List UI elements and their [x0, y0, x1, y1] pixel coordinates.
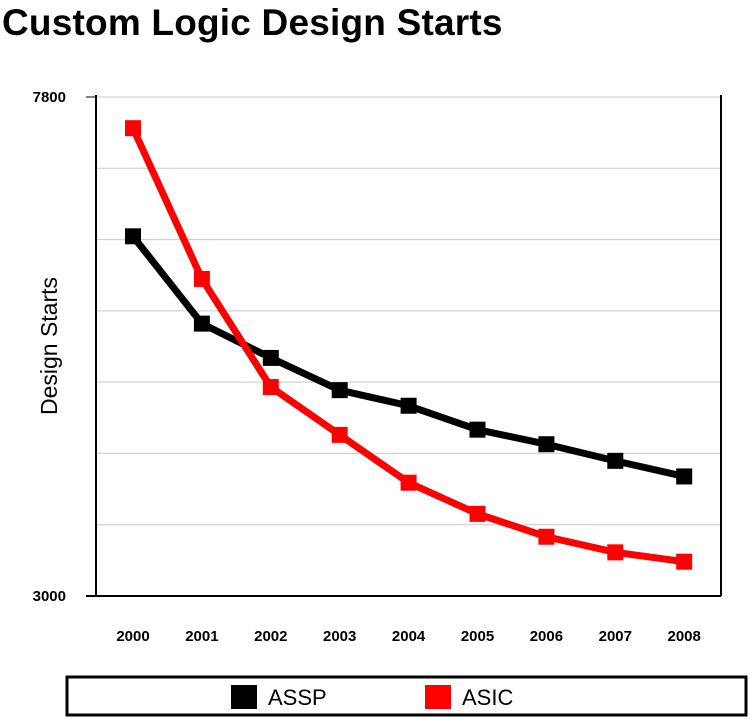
x-tick-label: 2002: [254, 628, 287, 645]
y-tick-labels: 3000 7800: [33, 89, 66, 605]
series-line: [130, 234, 685, 480]
legend-swatch: [425, 685, 451, 709]
data-point: [125, 120, 141, 137]
x-tick-label: 2004: [392, 628, 426, 645]
x-tick-label: 2003: [323, 628, 356, 645]
data-point: [538, 436, 555, 453]
chart-title: Custom Logic Design Starts: [2, 2, 503, 43]
x-tick-labels: 2000 2001 2002 2003 2004 2005 2006 2007 2008: [116, 628, 701, 645]
series-asic: [125, 120, 693, 570]
data-point: [262, 379, 279, 396]
y-tick-label: 3000: [33, 588, 66, 605]
x-tick-label: 2005: [461, 628, 494, 645]
data-point: [607, 452, 624, 469]
data-point: [538, 528, 555, 545]
x-tick-label: 2001: [185, 628, 218, 645]
legend-swatch: [231, 685, 257, 709]
legend-entry: ASSP: [268, 685, 327, 710]
data-point: [400, 474, 417, 491]
data-point: [262, 349, 279, 366]
series-lines: [125, 120, 693, 570]
axes: [86, 95, 722, 597]
data-point: [193, 270, 210, 287]
data-point: [469, 505, 486, 522]
legend-entry: ASIC: [462, 685, 513, 710]
x-tick-label: 2007: [599, 628, 632, 645]
x-tick-label: 2000: [116, 628, 149, 645]
y-tick-label: 7800: [33, 89, 66, 106]
data-point: [400, 397, 417, 414]
legend: ASSP ASIC: [65, 675, 748, 717]
series-assp: [125, 228, 693, 485]
data-point: [607, 544, 624, 561]
x-tick-label: 2006: [530, 628, 563, 645]
data-point: [125, 228, 141, 245]
x-tick-label: 2008: [668, 628, 701, 645]
gridlines: [96, 96, 721, 597]
data-point: [193, 315, 210, 332]
data-point: [676, 468, 693, 485]
data-point: [331, 426, 348, 443]
data-point: [469, 421, 486, 438]
data-point: [331, 382, 348, 399]
data-point: [676, 553, 693, 570]
series-line: [129, 126, 685, 566]
legend-box: [65, 675, 748, 717]
y-axis-label: Design Starts: [36, 277, 62, 415]
